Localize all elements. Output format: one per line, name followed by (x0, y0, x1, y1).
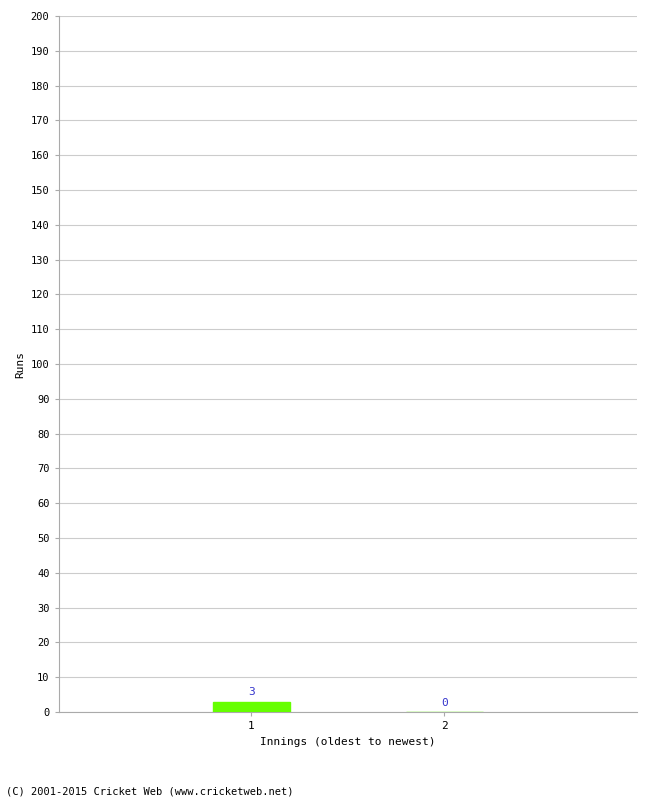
Text: 3: 3 (248, 687, 255, 698)
Text: (C) 2001-2015 Cricket Web (www.cricketweb.net): (C) 2001-2015 Cricket Web (www.cricketwe… (6, 786, 294, 796)
X-axis label: Innings (oldest to newest): Innings (oldest to newest) (260, 737, 436, 746)
Bar (213, 702, 290, 712)
Text: 0: 0 (441, 698, 448, 708)
Y-axis label: Runs: Runs (15, 350, 25, 378)
